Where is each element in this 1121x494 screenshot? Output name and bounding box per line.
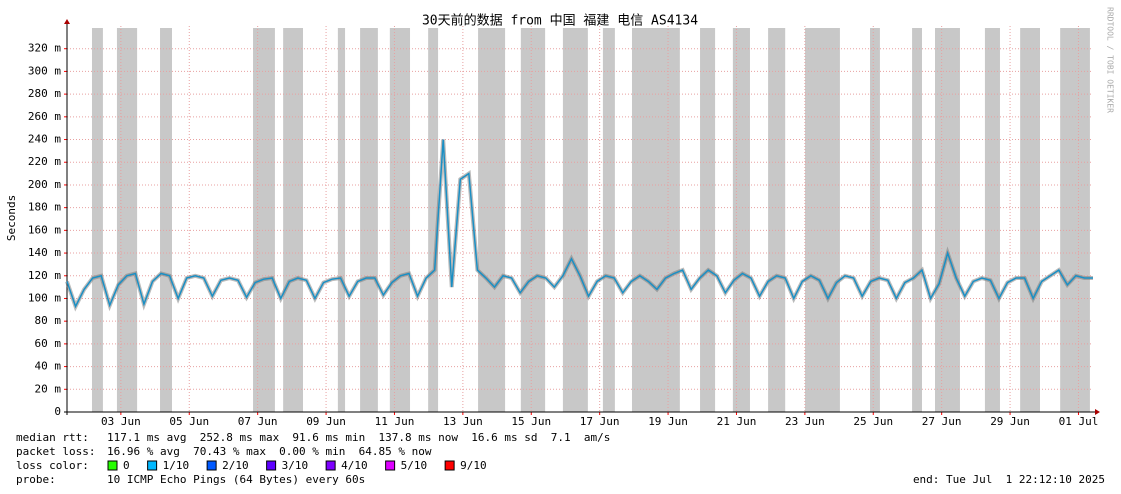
y-tick-label: 80 m (35, 314, 62, 327)
y-tick-label: 120 m (28, 269, 61, 282)
x-tick-label: 19 Jun (648, 415, 688, 428)
loss-band (283, 28, 303, 412)
x-tick-label: 01 Jul (1059, 415, 1099, 428)
x-tick-label: 27 Jun (922, 415, 962, 428)
x-tick-label: 11 Jun (375, 415, 415, 428)
loss-band (337, 28, 346, 412)
loss-band (1060, 28, 1090, 412)
axis-arrow (1095, 409, 1100, 415)
legend-swatch (147, 460, 158, 471)
y-tick-label: 280 m (28, 87, 61, 100)
loss-band (116, 28, 138, 412)
legend-label: 5/10 (401, 459, 428, 472)
legend-swatch (107, 460, 118, 471)
median-line (66, 139, 1093, 309)
loss-band (562, 28, 588, 412)
y-tick-label: 240 m (28, 133, 61, 146)
loss-band (700, 28, 716, 412)
legend-label: 2/10 (222, 459, 249, 472)
chart-title: 30天前的数据 from 中国 福建 电信 AS4134 (422, 13, 698, 29)
y-tick-label: 40 m (35, 360, 62, 373)
stats-text: 16.96 % avg 70.43 % max 0.00 % min 64.85… (107, 445, 432, 458)
y-tick-label: 20 m (35, 382, 62, 395)
legend-label: 3/10 (282, 459, 309, 472)
stats-label: median rtt: (16, 431, 89, 444)
loss-band (253, 28, 275, 412)
stats-label: packet loss: (16, 445, 95, 458)
legend-label: loss color: (16, 459, 89, 472)
y-tick-label: 0 (54, 405, 61, 418)
x-tick-label: 13 Jun (443, 415, 483, 428)
loss-band (870, 28, 880, 412)
y-tick-label: 220 m (28, 155, 61, 168)
y-tick-label: 100 m (28, 291, 61, 304)
legend-swatch (266, 460, 277, 471)
loss-band (389, 28, 411, 412)
loss-band (160, 28, 172, 412)
watermark: RRDTOOL / TOBI OETIKER (1106, 7, 1115, 113)
loss-band (631, 28, 680, 412)
loss-band (732, 28, 750, 412)
probe-label: probe: (16, 473, 56, 486)
legend-swatch (206, 460, 217, 471)
y-tick-label: 140 m (28, 246, 61, 259)
loss-band (1020, 28, 1040, 412)
stats-text: 117.1 ms avg 252.8 ms max 91.6 ms min 13… (107, 431, 610, 444)
legend-label: 4/10 (341, 459, 368, 472)
loss-band (602, 28, 615, 412)
loss-band (428, 28, 439, 412)
loss-band (805, 28, 840, 412)
loss-band (934, 28, 960, 412)
loss-band (984, 28, 1000, 412)
x-tick-label: 17 Jun (580, 415, 620, 428)
end-time: end: Tue Jul 1 22:12:10 2025 (913, 473, 1105, 486)
x-tick-label: 07 Jun (238, 415, 278, 428)
y-tick-label: 300 m (28, 64, 61, 77)
y-tick-label: 180 m (28, 201, 61, 214)
y-tick-label: 60 m (35, 337, 62, 350)
y-tick-label: 320 m (28, 42, 61, 55)
legend-swatch (385, 460, 396, 471)
x-tick-label: 25 Jun (853, 415, 893, 428)
x-tick-label: 03 Jun (101, 415, 141, 428)
x-tick-label: 05 Jun (169, 415, 209, 428)
x-tick-label: 21 Jun (717, 415, 757, 428)
y-axis-label: Seconds (5, 195, 18, 241)
y-tick-label: 260 m (28, 110, 61, 123)
legend-label: 9/10 (460, 459, 487, 472)
y-tick-label: 160 m (28, 223, 61, 236)
y-tick-label: 200 m (28, 178, 61, 191)
probe-text: 10 ICMP Echo Pings (64 Bytes) every 60s (107, 473, 365, 486)
legend-label: 1/10 (163, 459, 190, 472)
x-tick-label: 09 Jun (306, 415, 346, 428)
loss-band (478, 28, 506, 412)
legend-label: 0 (123, 459, 130, 472)
loss-band (520, 28, 546, 412)
loss-band (768, 28, 786, 412)
legend-swatch (444, 460, 455, 471)
x-tick-label: 29 Jun (990, 415, 1030, 428)
axis-arrow (64, 19, 70, 24)
legend-swatch (325, 460, 336, 471)
x-tick-label: 15 Jun (511, 415, 551, 428)
x-tick-label: 23 Jun (785, 415, 825, 428)
loss-band (360, 28, 378, 412)
loss-band (912, 28, 922, 412)
loss-band (91, 28, 103, 412)
